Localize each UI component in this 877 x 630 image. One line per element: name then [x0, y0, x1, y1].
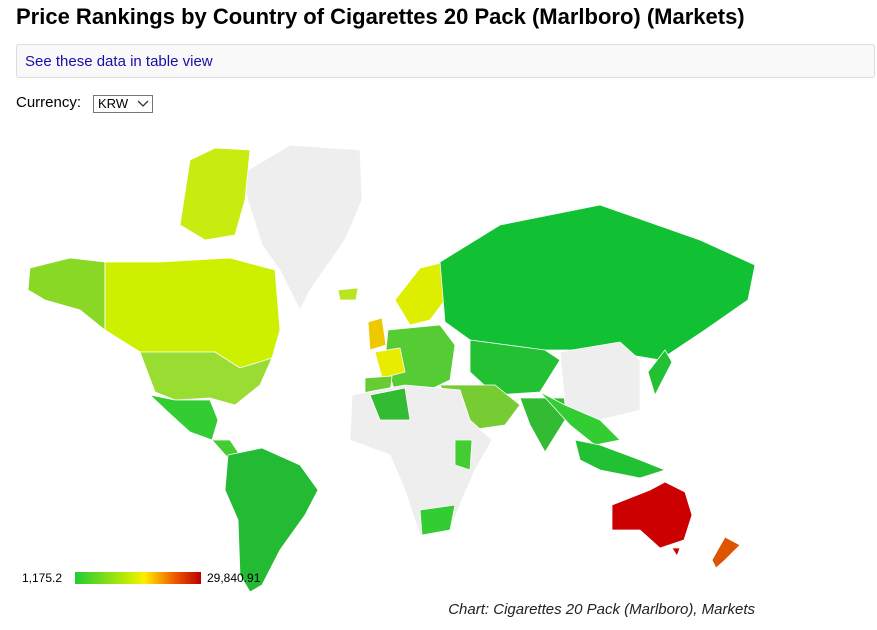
uk [367, 317, 387, 351]
north-africa-green [369, 387, 411, 421]
tasmania [671, 547, 681, 557]
dropdown-arrow [137, 100, 149, 107]
mexico [148, 394, 219, 441]
scandinavia [394, 261, 446, 326]
russia [439, 204, 756, 361]
new-zealand [711, 536, 741, 569]
currency-select[interactable]: KRW [93, 95, 153, 113]
south-africa [419, 504, 456, 536]
arctic-islands [179, 147, 251, 241]
iceland [337, 287, 359, 301]
legend-gradient [75, 572, 201, 584]
link-box: See these data in table view [16, 44, 875, 78]
legend-min: 1,175.2 [22, 571, 63, 585]
east-africa [454, 439, 473, 471]
usa [139, 351, 273, 406]
south-america [224, 447, 319, 593]
australia [611, 481, 693, 549]
table-view-link[interactable]: See these data in table view [25, 53, 213, 70]
chart-caption: Chart: Cigarettes 20 Pack (Marlboro), Ma… [448, 601, 755, 618]
world-map [27, 144, 756, 593]
alaska [27, 257, 106, 331]
currency-value: KRW [98, 96, 129, 111]
japan [647, 349, 673, 397]
legend-max: 29,840.91 [207, 571, 261, 585]
page-title: Price Rankings by Country of Cigarettes … [16, 4, 745, 29]
africa [349, 384, 493, 536]
canada [104, 257, 281, 369]
southeast-asia [574, 439, 667, 479]
france [374, 347, 406, 379]
currency-label: Currency: [16, 94, 82, 111]
east-asia-ring [539, 391, 621, 446]
greenland [239, 144, 363, 311]
